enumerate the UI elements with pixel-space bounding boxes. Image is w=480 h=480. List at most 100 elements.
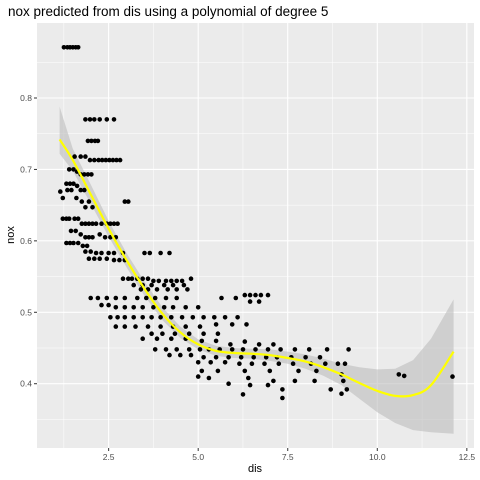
data-point [104, 117, 110, 122]
data-point [396, 372, 402, 377]
data-point [61, 45, 67, 50]
data-point [90, 221, 95, 226]
data-point [226, 355, 231, 360]
data-point [195, 374, 201, 379]
data-point [106, 302, 111, 308]
data-point [158, 324, 163, 329]
x-tick-label: 7.5 [282, 452, 294, 462]
data-point [78, 154, 83, 159]
data-point [229, 322, 235, 327]
chart-title: nox predicted from dis using a polynomia… [8, 4, 328, 19]
data-point [99, 250, 104, 256]
data-point [201, 355, 206, 360]
data-point [138, 287, 144, 292]
data-point [450, 374, 455, 379]
data-point [111, 257, 117, 263]
data-point [95, 295, 101, 301]
data-point [72, 154, 77, 159]
data-point [86, 235, 92, 240]
data-point [106, 250, 111, 256]
data-point [163, 347, 169, 352]
data-point [237, 361, 242, 367]
data-point [165, 287, 170, 292]
data-point [89, 138, 94, 144]
data-point [115, 221, 120, 226]
data-point [103, 157, 109, 163]
data-point [167, 352, 172, 358]
data-point [71, 167, 76, 172]
data-point [208, 360, 213, 365]
data-point [97, 117, 102, 122]
data-point [265, 292, 271, 298]
data-point [66, 216, 72, 221]
data-point [215, 368, 221, 374]
data-point [335, 361, 341, 367]
x-axis-title: dis [248, 463, 263, 475]
major-gridlines [37, 23, 474, 448]
data-point [215, 331, 221, 337]
data-point [78, 187, 83, 193]
data-point [75, 216, 81, 221]
data-point [206, 375, 212, 381]
x-axis-ticks: 2.5 5.0 7.5 10.0 12.5 [103, 448, 476, 462]
data-point [312, 378, 317, 384]
y-tick-label: 0.7 [20, 164, 32, 174]
data-point [280, 395, 285, 401]
data-point [145, 276, 151, 282]
x-tick-label: 2.5 [103, 452, 115, 462]
data-point [199, 368, 205, 374]
data-point [188, 276, 194, 282]
data-point [181, 282, 187, 288]
data-point [65, 187, 70, 193]
data-point [82, 172, 87, 177]
data-point [247, 292, 253, 298]
data-point [195, 305, 201, 310]
data-point [161, 282, 167, 288]
data-point [167, 250, 172, 256]
data-point [186, 331, 192, 337]
data-point [174, 347, 179, 352]
data-point [235, 315, 240, 320]
y-tick-label: 0.8 [20, 93, 32, 103]
data-point [161, 305, 167, 310]
data-point [83, 221, 88, 226]
data-point [151, 278, 156, 284]
data-point [111, 117, 117, 122]
data-point [344, 387, 350, 392]
data-point [276, 361, 282, 367]
data-point [122, 295, 128, 301]
data-point [102, 235, 108, 240]
data-point [170, 282, 176, 288]
y-tick-label: 0.4 [20, 379, 32, 389]
data-point [93, 250, 99, 256]
data-point [256, 342, 262, 347]
data-point [75, 240, 81, 246]
data-point [292, 378, 298, 384]
data-point [183, 324, 188, 329]
data-point [99, 221, 104, 226]
data-point [86, 199, 92, 204]
data-point [169, 315, 174, 320]
data-point [262, 361, 267, 367]
data-point [64, 181, 69, 186]
data-point [296, 368, 301, 374]
data-point [346, 347, 351, 352]
data-point [151, 305, 156, 310]
data-point [90, 205, 95, 210]
data-point [67, 181, 73, 186]
data-point [240, 392, 246, 397]
data-point [113, 305, 119, 310]
data-point [140, 276, 145, 282]
x-tick-label: 12.5 [459, 452, 476, 462]
data-point [303, 355, 308, 360]
data-point [126, 276, 131, 282]
data-point [154, 336, 160, 342]
data-point [238, 355, 244, 360]
data-point [83, 205, 88, 210]
data-point [147, 250, 153, 256]
data-point [251, 355, 256, 360]
data-point [242, 368, 248, 374]
data-point [314, 368, 319, 374]
data-point [83, 235, 88, 240]
